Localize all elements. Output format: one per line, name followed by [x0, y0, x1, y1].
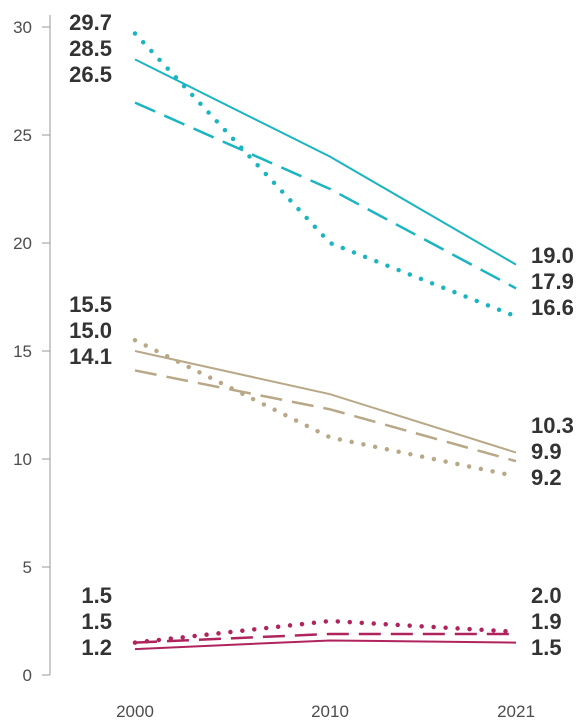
y-tick-label: 0: [23, 666, 32, 685]
x-tick-label: 2000: [116, 702, 154, 721]
series-line-tan-dashed: [134, 369, 517, 463]
data-label-start: 26.5: [69, 62, 112, 87]
y-tick-label: 15: [13, 342, 32, 361]
data-labels: 29.728.526.5 19.017.916.6 15.515.014.1 10.3…: [69, 10, 574, 660]
series-line-tan-dotted: [132, 337, 519, 479]
data-label-end: 2.0: [531, 583, 562, 608]
x-tick-label: 2010: [311, 702, 349, 721]
data-label-end: 17.9: [531, 269, 574, 294]
data-label-end: 19.0: [531, 243, 574, 268]
data-label-end: 10.3: [531, 413, 574, 438]
y-tick-label: 25: [13, 126, 32, 145]
data-label-start: 29.7: [69, 10, 112, 35]
data-label-start: 1.5: [81, 609, 112, 634]
data-label-start: 14.1: [69, 344, 112, 369]
y-tick-label: 10: [13, 450, 32, 469]
data-label-start: 15.5: [69, 292, 112, 317]
data-label-end: 9.2: [531, 465, 562, 490]
y-tick-label: 30: [13, 18, 32, 37]
y-axis-ticks: 0 5 10 15 20 25 30: [13, 18, 50, 685]
x-axis-ticks: 2000 2010 2021: [116, 702, 535, 721]
series-line-teal-solid: [134, 58, 517, 266]
data-label-end: 1.9: [531, 609, 562, 634]
series-lines: [132, 31, 519, 651]
data-label-start: 1.2: [81, 635, 112, 660]
series-line-magenta-dashed: [134, 632, 516, 644]
x-tick-label: 2021: [497, 702, 535, 721]
data-label-start: 1.5: [81, 583, 112, 608]
y-tick-label: 20: [13, 234, 32, 253]
data-label-end: 16.6: [531, 295, 574, 320]
data-label-end: 9.9: [531, 439, 562, 464]
data-label-start: 28.5: [69, 36, 112, 61]
data-label-end: 1.5: [531, 635, 562, 660]
y-tick-label: 5: [23, 558, 32, 577]
series-line-tan-solid: [134, 350, 517, 454]
series-line-magenta-solid: [134, 639, 517, 651]
series-line-magenta-dotted: [132, 618, 519, 645]
data-label-start: 15.0: [69, 318, 112, 343]
series-line-teal-dotted: [132, 31, 519, 319]
series-line-teal-dashed: [134, 101, 517, 290]
